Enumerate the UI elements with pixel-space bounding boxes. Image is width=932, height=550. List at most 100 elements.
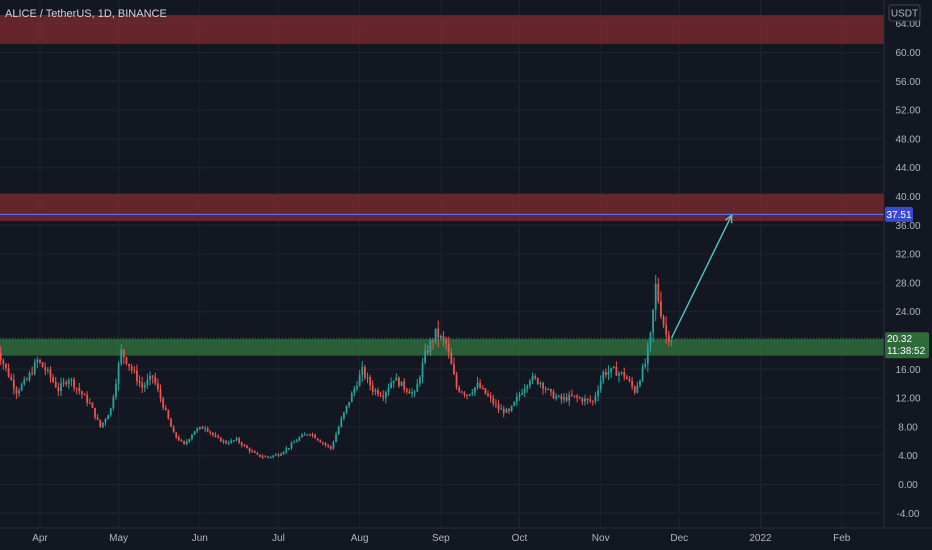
candle-body xyxy=(544,388,547,390)
candle-body xyxy=(235,438,238,441)
candle-body xyxy=(246,445,248,449)
candle-body xyxy=(631,381,634,387)
candle-body xyxy=(303,434,306,436)
candle-body xyxy=(667,334,670,342)
candle-body xyxy=(531,376,534,381)
candle-body xyxy=(183,440,185,444)
candle-body xyxy=(392,380,395,383)
candle-body xyxy=(429,341,432,353)
candle-body xyxy=(615,366,618,376)
candle-body xyxy=(295,440,298,443)
candle-body xyxy=(657,284,660,302)
candle-body xyxy=(206,428,209,432)
candle-body xyxy=(450,352,453,365)
candle-body xyxy=(568,394,571,401)
candle-body xyxy=(594,395,597,402)
candle-body xyxy=(426,350,429,353)
candle-body xyxy=(225,440,227,444)
time-tick-label: Jul xyxy=(272,533,285,544)
price-axis[interactable] xyxy=(884,0,932,550)
candle-body xyxy=(264,456,267,458)
candle-body xyxy=(416,383,419,392)
candle-body xyxy=(151,375,154,377)
candle-body xyxy=(628,379,631,382)
candle-body xyxy=(468,394,471,396)
candle-body xyxy=(539,382,542,384)
candle-body xyxy=(550,389,552,392)
candle-body xyxy=(497,404,500,410)
candle-body xyxy=(419,377,421,384)
candle-body xyxy=(167,410,170,419)
candle-body xyxy=(75,387,78,389)
candle-body xyxy=(652,309,654,333)
candle-body xyxy=(274,454,277,456)
price-tick-label: 44.00 xyxy=(895,163,920,174)
candle-body xyxy=(329,446,332,449)
candle-body xyxy=(377,390,379,395)
candle-body xyxy=(238,438,241,443)
currency-button[interactable]: USDT xyxy=(888,4,921,22)
candle-body xyxy=(411,392,413,394)
candle-body xyxy=(343,412,345,419)
candle-body xyxy=(67,380,70,385)
candle-body xyxy=(458,387,461,392)
candle-body xyxy=(487,393,489,396)
candle-body xyxy=(589,399,592,402)
candle-body xyxy=(526,385,529,389)
candle-body xyxy=(421,362,424,378)
candle-body xyxy=(649,332,652,346)
candle-body xyxy=(88,402,91,404)
candle-body xyxy=(261,456,264,458)
candle-body xyxy=(581,398,584,402)
candle-body xyxy=(560,395,563,400)
candle-body xyxy=(240,442,243,446)
candle-body xyxy=(536,378,539,384)
price-tick-label: 56.00 xyxy=(895,77,920,88)
candle-body xyxy=(306,434,309,436)
candle-body xyxy=(366,377,369,379)
price-tick-label: 52.00 xyxy=(895,106,920,117)
candle-body xyxy=(301,434,303,438)
candle-body xyxy=(157,383,159,390)
last-price-badge: 20.32 11:38:52 xyxy=(885,332,929,359)
candle-body xyxy=(542,382,544,389)
overlays xyxy=(0,213,884,339)
time-axis-ticks: Apr May Jun Jul Aug Sep Oct Nov Dec 2022 Feb xyxy=(32,533,851,544)
candle-body xyxy=(403,381,406,390)
candle-body xyxy=(623,371,626,377)
candle-body xyxy=(597,390,599,396)
candle-body xyxy=(141,382,144,388)
candle-body xyxy=(481,388,484,390)
candle-body xyxy=(248,448,251,452)
candle-body xyxy=(437,328,440,338)
candle-body xyxy=(327,445,330,447)
candle-body xyxy=(557,395,560,397)
candle-body xyxy=(455,374,458,388)
currency-label[interactable]: USDT xyxy=(891,9,918,20)
candle-body xyxy=(439,336,442,338)
candle-body xyxy=(369,377,372,386)
candle-body xyxy=(49,369,52,378)
candle-body xyxy=(285,448,288,452)
candle-body xyxy=(172,426,175,433)
currency-button-frame[interactable] xyxy=(888,4,921,22)
candle-body xyxy=(125,357,128,364)
candle-body xyxy=(2,360,5,364)
candle-body xyxy=(563,397,565,400)
candle-body xyxy=(534,376,537,379)
candle-body xyxy=(408,391,411,394)
candle-body xyxy=(196,428,199,432)
price-tick-label: 48.00 xyxy=(895,134,920,145)
target-price-badge-bg xyxy=(885,206,913,222)
candle-body xyxy=(191,434,193,440)
candle-body xyxy=(44,367,47,371)
candle-body xyxy=(201,427,204,429)
time-axis[interactable] xyxy=(0,528,884,550)
candle-body xyxy=(5,363,7,369)
candle-body xyxy=(610,367,613,373)
time-tick-label: Nov xyxy=(592,533,610,544)
price-tick-label: 32.00 xyxy=(895,250,920,261)
candle-body xyxy=(170,418,172,427)
